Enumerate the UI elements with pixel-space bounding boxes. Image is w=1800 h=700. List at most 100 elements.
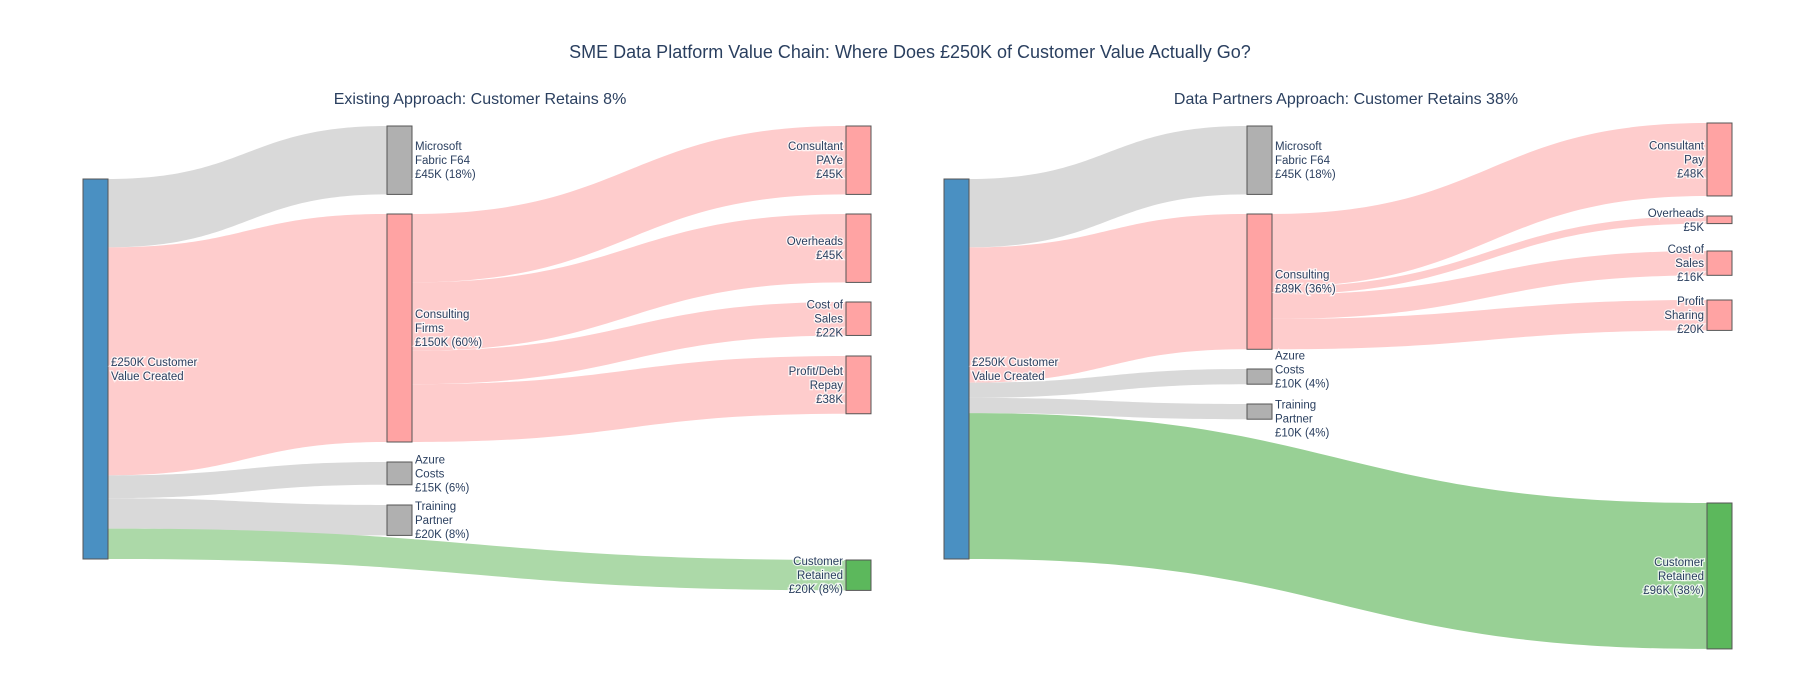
link-src-to-fabric[interactable] xyxy=(108,126,387,248)
node-label-line: Cost of xyxy=(807,300,844,312)
node-retained[interactable] xyxy=(1706,502,1733,650)
link-src-to-retained[interactable] xyxy=(108,528,846,591)
node-label-fabric: Microsoft Fabric F64 £45K (18%) xyxy=(1275,141,1336,181)
node-label-line: Retained xyxy=(797,570,843,582)
node-cos[interactable] xyxy=(845,301,872,336)
node-label-line: Fabric F64 xyxy=(1275,155,1331,167)
link-consulting-to-overheads[interactable] xyxy=(1272,216,1707,295)
node-label-line: Overheads xyxy=(787,236,844,248)
link-consulting-to-pay[interactable] xyxy=(1272,123,1707,287)
node-label-line: Consulting xyxy=(1275,270,1329,282)
node-label-cos: Cost of Sales £16K xyxy=(1668,244,1705,284)
node-fabric[interactable] xyxy=(1246,125,1273,195)
node-training[interactable] xyxy=(386,504,413,536)
node-label-line: Microsoft xyxy=(1275,141,1322,153)
node-label-line: £89K (36%) xyxy=(1275,284,1336,296)
link-src-to-consulting[interactable] xyxy=(969,214,1247,383)
node-pay[interactable] xyxy=(845,125,872,195)
node-consulting[interactable] xyxy=(1246,213,1273,350)
link-src-to-training[interactable] xyxy=(969,397,1247,420)
node-label-training: Training Partner £10K (4%) xyxy=(1275,400,1330,440)
node-retained[interactable] xyxy=(845,559,872,591)
link-src-to-training[interactable] xyxy=(108,498,387,536)
node-label-line: PAYe xyxy=(816,155,843,167)
node-label-line: Profit xyxy=(1677,296,1705,308)
node-label-retained: Customer Retained £20K (8%) xyxy=(789,556,844,596)
node-label-fabric: Microsoft Fabric F64 £45K (18%) xyxy=(415,141,476,181)
link-src-to-fabric[interactable] xyxy=(969,126,1247,248)
link-consulting-to-cos[interactable] xyxy=(412,302,846,385)
node-label-line: £15K (6%) xyxy=(415,482,470,494)
node-overheads[interactable] xyxy=(845,213,872,283)
node-label-line: £45K xyxy=(816,169,843,181)
node-label-consulting: Consulting £89K (36%) xyxy=(1275,270,1336,296)
node-profit[interactable] xyxy=(845,355,872,415)
link-src-to-retained[interactable] xyxy=(969,413,1707,649)
node-label-line: £38K xyxy=(816,394,843,406)
node-label-pay: Consultant PAYe £45K xyxy=(788,141,844,181)
node-src[interactable] xyxy=(943,178,970,560)
link-consulting-to-profit[interactable] xyxy=(412,356,846,442)
node-label-line: Sales xyxy=(1675,258,1704,270)
node-label-line: Training xyxy=(415,501,456,513)
node-label-line: £45K (18%) xyxy=(1275,169,1336,181)
node-label-line: Sharing xyxy=(1664,310,1704,322)
node-label-src: £250K Customer Value Created xyxy=(111,357,197,383)
node-label-line: Profit/Debt xyxy=(789,366,844,378)
node-label-azure: Azure Costs £10K (4%) xyxy=(1275,351,1330,391)
node-cos[interactable] xyxy=(1706,250,1733,276)
link-consulting-to-cos[interactable] xyxy=(1272,251,1707,319)
node-label-line: Partner xyxy=(415,515,453,527)
node-label-line: Partner xyxy=(1275,414,1313,426)
node-fabric[interactable] xyxy=(386,125,413,195)
node-label-line: £48K xyxy=(1677,168,1704,180)
link-src-to-azure[interactable] xyxy=(108,462,387,499)
node-label-line: £250K Customer xyxy=(972,357,1058,369)
link-consulting-to-pay[interactable] xyxy=(412,126,846,283)
node-label-line: Costs xyxy=(415,468,445,480)
node-label-profit: Profit Sharing £20K xyxy=(1664,296,1704,336)
node-label-line: Consultant xyxy=(1649,140,1705,152)
node-label-line: £96K (38%) xyxy=(1643,585,1704,597)
right-panel-title: Data Partners Approach: Customer Retains… xyxy=(1174,91,1518,108)
node-label-azure: Azure Costs £15K (6%) xyxy=(415,454,470,494)
node-azure[interactable] xyxy=(1246,368,1273,385)
node-label-line: Fabric F64 xyxy=(415,155,471,167)
node-label-pay: Consultant Pay £48K xyxy=(1649,140,1705,180)
node-label-line: Costs xyxy=(1275,365,1305,377)
node-label-profit: Profit/Debt Repay £38K xyxy=(789,366,844,406)
node-overheads[interactable] xyxy=(1706,215,1733,225)
node-label-training: Training Partner £20K (8%) xyxy=(415,501,470,541)
node-label-line: £10K (4%) xyxy=(1275,428,1330,440)
link-consulting-to-profit[interactable] xyxy=(1272,300,1707,350)
node-label-line: Value Created xyxy=(111,371,184,383)
node-label-line: Customer xyxy=(793,556,843,568)
node-label-line: £5K xyxy=(1684,222,1705,234)
node-label-line: £20K (8%) xyxy=(789,584,844,596)
node-azure[interactable] xyxy=(386,461,413,486)
links xyxy=(969,123,1707,649)
node-label-line: £45K xyxy=(816,250,843,262)
link-src-to-azure[interactable] xyxy=(969,369,1247,398)
node-label-line: Retained xyxy=(1658,571,1704,583)
node-src[interactable] xyxy=(82,178,109,560)
node-training[interactable] xyxy=(1246,403,1273,420)
node-label-line: £45K (18%) xyxy=(415,169,476,181)
node-label-line: Training xyxy=(1275,400,1316,412)
node-label-line: £250K Customer xyxy=(111,357,197,369)
node-label-line: Pay xyxy=(1684,154,1704,166)
node-profit[interactable] xyxy=(1706,299,1733,331)
node-label-line: Consulting xyxy=(415,309,469,321)
link-src-to-consulting[interactable] xyxy=(108,214,387,476)
links xyxy=(108,126,846,591)
node-label-line: Overheads xyxy=(1648,208,1705,220)
node-label-line: Microsoft xyxy=(415,141,462,153)
node-pay[interactable] xyxy=(1706,122,1733,197)
node-label-line: £22K xyxy=(816,328,843,340)
node-consulting[interactable] xyxy=(386,213,413,443)
link-consulting-to-overheads[interactable] xyxy=(412,214,846,351)
node-label-line: Azure xyxy=(415,454,445,466)
node-label-line: £150K (60%) xyxy=(415,337,482,349)
node-label-line: Customer xyxy=(1654,557,1704,569)
